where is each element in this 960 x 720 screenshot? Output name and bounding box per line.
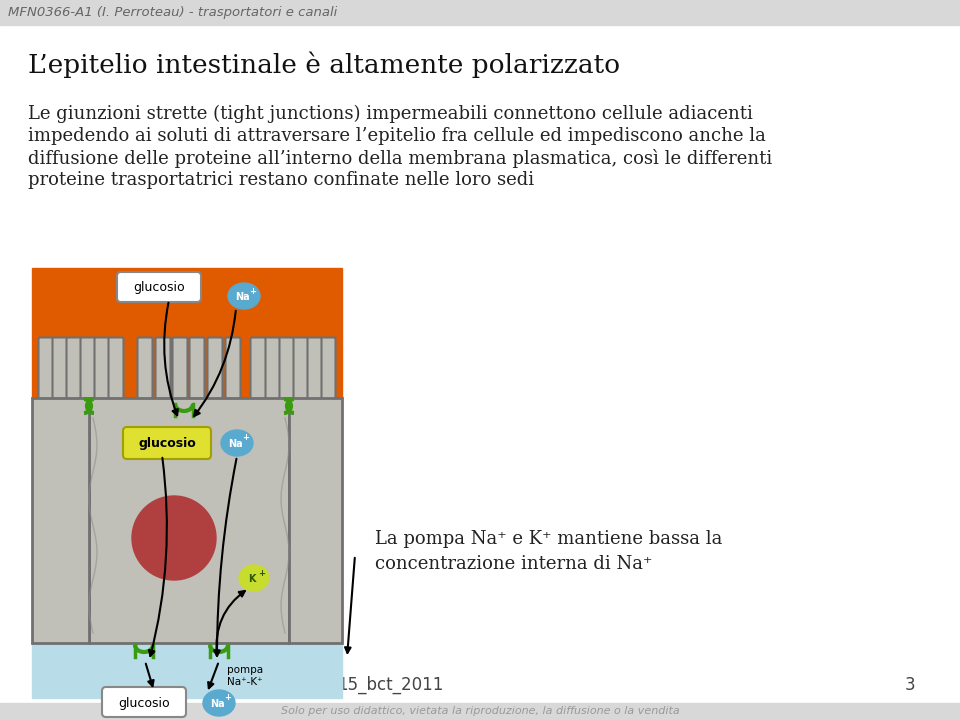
Bar [32, 268, 342, 398]
Text: +: + [250, 287, 256, 295]
FancyBboxPatch shape [81, 338, 95, 402]
FancyBboxPatch shape [102, 687, 186, 717]
Text: impedendo ai soluti di attraversare l’epitelio fra cellule ed impediscono anche : impedendo ai soluti di attraversare l’ep… [28, 127, 766, 145]
FancyBboxPatch shape [321, 338, 335, 402]
Text: Na: Na [209, 699, 225, 709]
Bar [89, 398, 289, 643]
Text: 15_bct_2011: 15_bct_2011 [337, 676, 444, 694]
Bar [32, 398, 89, 643]
FancyBboxPatch shape [173, 338, 187, 402]
FancyBboxPatch shape [53, 338, 67, 402]
Circle shape [132, 496, 216, 580]
Text: La pompa Na⁺ e K⁺ mantiene bassa la: La pompa Na⁺ e K⁺ mantiene bassa la [375, 530, 722, 548]
Text: Na: Na [228, 439, 242, 449]
Bar [0, 0, 960, 25]
Ellipse shape [221, 430, 253, 456]
Bar [32, 268, 342, 698]
Text: diffusione delle proteine all’interno della membrana plasmatica, così le differe: diffusione delle proteine all’interno de… [28, 149, 772, 168]
Bar [32, 638, 342, 698]
Ellipse shape [203, 690, 235, 716]
Text: pompa: pompa [227, 665, 263, 675]
FancyBboxPatch shape [278, 338, 294, 402]
Ellipse shape [228, 283, 260, 309]
FancyBboxPatch shape [189, 338, 204, 402]
Text: glucosio: glucosio [118, 696, 170, 709]
FancyBboxPatch shape [94, 338, 109, 402]
FancyBboxPatch shape [207, 338, 223, 402]
FancyBboxPatch shape [38, 338, 54, 402]
Text: proteine trasportatrici restano confinate nelle loro sedi: proteine trasportatrici restano confinat… [28, 171, 534, 189]
FancyBboxPatch shape [123, 427, 211, 459]
FancyBboxPatch shape [66, 338, 82, 402]
Text: MFN0366-A1 (I. Perroteau) - trasportatori e canali: MFN0366-A1 (I. Perroteau) - trasportator… [8, 6, 337, 19]
FancyBboxPatch shape [251, 338, 266, 402]
Text: +: + [258, 569, 266, 577]
Text: L’epitelio intestinale è altamente polarizzato: L’epitelio intestinale è altamente polar… [28, 52, 620, 78]
Bar [289, 398, 342, 643]
FancyBboxPatch shape [137, 338, 153, 402]
Text: 3: 3 [904, 676, 915, 694]
FancyBboxPatch shape [265, 338, 279, 402]
Text: Le giunzioni strette (tight junctions) impermeabili connettono cellule adiacenti: Le giunzioni strette (tight junctions) i… [28, 105, 753, 123]
FancyBboxPatch shape [226, 338, 241, 402]
Text: Solo per uso didattico, vietata la riproduzione, la diffusione o la vendita: Solo per uso didattico, vietata la ripro… [280, 706, 680, 716]
Text: concentrazione interna di Na⁺: concentrazione interna di Na⁺ [375, 555, 653, 573]
FancyBboxPatch shape [108, 338, 124, 402]
Text: glucosio: glucosio [133, 282, 185, 294]
Text: +: + [225, 693, 231, 703]
FancyBboxPatch shape [293, 338, 307, 402]
FancyBboxPatch shape [117, 272, 201, 302]
Bar [0, 703, 960, 720]
Text: +: + [243, 433, 250, 443]
Text: K: K [249, 574, 255, 584]
Text: glucosio: glucosio [138, 436, 196, 449]
Text: Na: Na [234, 292, 250, 302]
FancyBboxPatch shape [306, 338, 322, 402]
Text: Na⁺-K⁺: Na⁺-K⁺ [227, 677, 263, 687]
Ellipse shape [239, 565, 269, 591]
FancyBboxPatch shape [156, 338, 171, 402]
